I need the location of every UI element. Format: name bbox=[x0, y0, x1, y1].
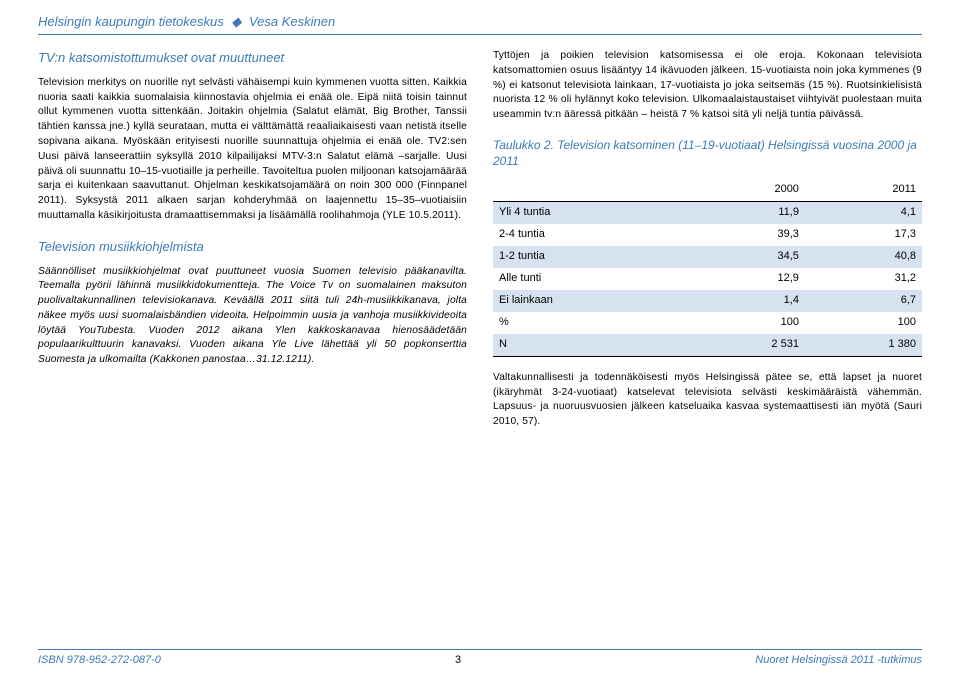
table-row: Yli 4 tuntia 11,9 4,1 bbox=[493, 202, 922, 224]
left-column: TV:n katsomistottumukset ovat muuttuneet… bbox=[38, 49, 467, 440]
page-footer: ISBN 978-952-272-087-0 3 Nuoret Helsingi… bbox=[38, 649, 922, 666]
page-header: Helsingin kaupungin tietokeskus ◆ Vesa K… bbox=[38, 14, 922, 30]
footer-study: Nuoret Helsingissä 2011 -tutkimus bbox=[755, 654, 922, 666]
bullet-icon: ◆ bbox=[231, 14, 241, 29]
right-paragraph-1: Tyttöjen ja poikien television katsomise… bbox=[493, 49, 922, 123]
header-rule bbox=[38, 34, 922, 35]
table-row: Alle tunti 12,9 31,2 bbox=[493, 268, 922, 290]
table-row: N 2 531 1 380 bbox=[493, 334, 922, 356]
footer-rule bbox=[38, 649, 922, 650]
section-heading: Television musiikkiohjelmista bbox=[38, 238, 467, 257]
table-header-row: 2000 2011 bbox=[493, 179, 922, 201]
right-paragraph-2: Valtakunnallisesti ja todennäköisesti my… bbox=[493, 371, 922, 430]
table-row: 1-2 tuntia 34,5 40,8 bbox=[493, 246, 922, 268]
table-col-1: 2000 bbox=[688, 179, 805, 201]
table-col-2: 2011 bbox=[805, 179, 922, 201]
footer-row: ISBN 978-952-272-087-0 3 Nuoret Helsingi… bbox=[38, 654, 922, 666]
left-paragraph-2: Säännölliset musiikkiohjelmat ovat puutt… bbox=[38, 265, 467, 368]
left-paragraph-1: Television merkitys on nuorille nyt selv… bbox=[38, 76, 467, 224]
page-number: 3 bbox=[455, 654, 461, 666]
table-caption: Taulukko 2. Television katsominen (11–19… bbox=[493, 137, 922, 169]
right-column: Tyttöjen ja poikien television katsomise… bbox=[493, 49, 922, 440]
footer-isbn: ISBN 978-952-272-087-0 bbox=[38, 654, 161, 666]
header-author: Vesa Keskinen bbox=[249, 14, 335, 29]
table-row: % 100 100 bbox=[493, 312, 922, 334]
header-org: Helsingin kaupungin tietokeskus bbox=[38, 14, 224, 29]
content-columns: TV:n katsomistottumukset ovat muuttuneet… bbox=[38, 49, 922, 440]
table-col-0 bbox=[493, 179, 688, 201]
table-row: 2-4 tuntia 39,3 17,3 bbox=[493, 224, 922, 246]
data-table: 2000 2011 Yli 4 tuntia 11,9 4,1 2-4 tunt… bbox=[493, 179, 922, 357]
article-title: TV:n katsomistottumukset ovat muuttuneet bbox=[38, 49, 467, 68]
table-row: Ei lainkaan 1,4 6,7 bbox=[493, 290, 922, 312]
